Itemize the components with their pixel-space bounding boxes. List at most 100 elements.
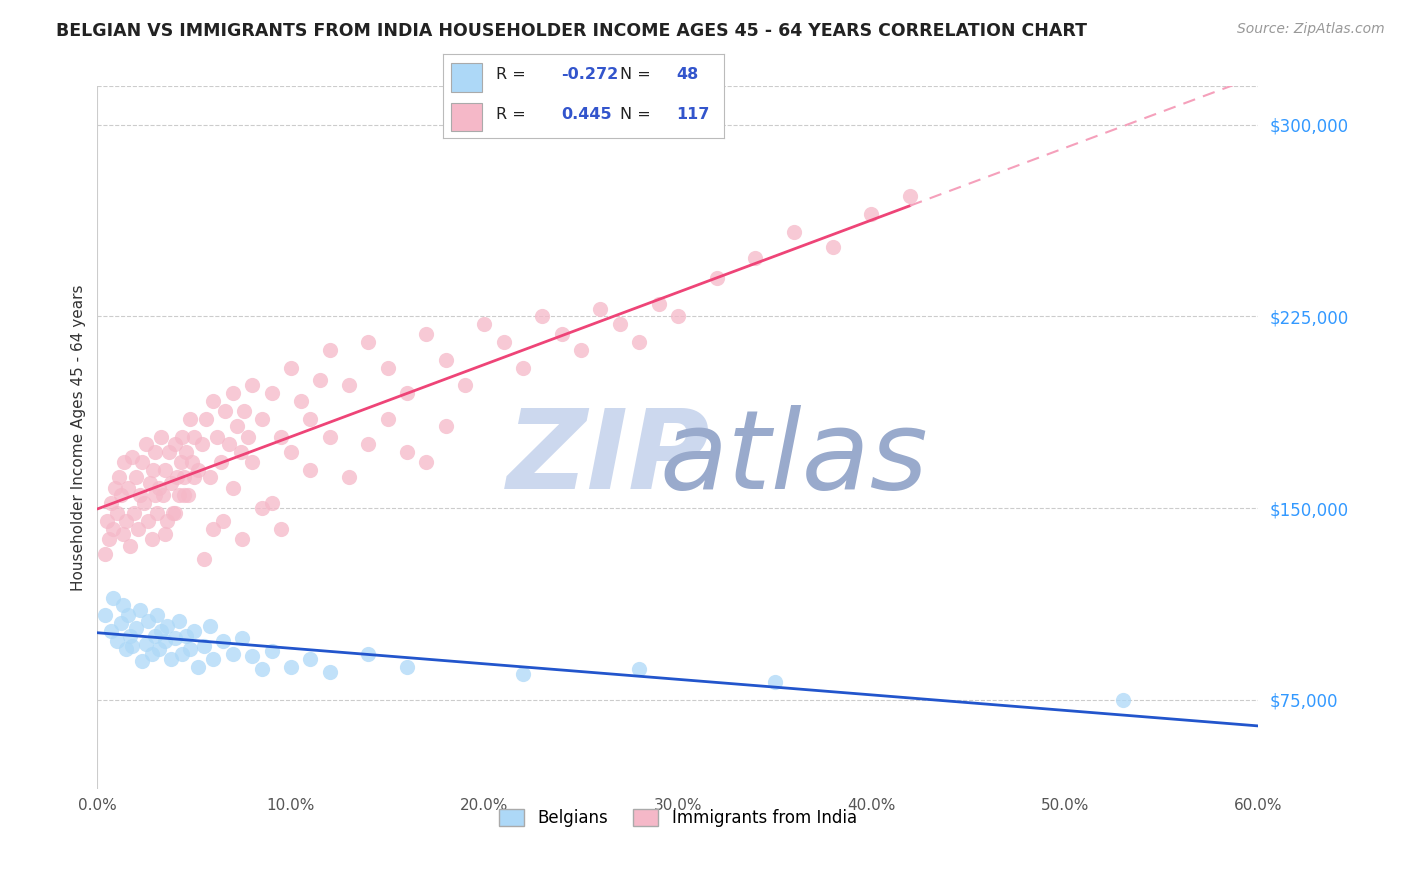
Point	[183, 470, 205, 484]
Legend: Belgians, Immigrants from India: Belgians, Immigrants from India	[492, 802, 863, 834]
Point	[395, 445, 418, 459]
Point	[110, 616, 132, 631]
Point	[233, 404, 256, 418]
FancyBboxPatch shape	[451, 62, 482, 92]
Point	[148, 641, 170, 656]
Point	[193, 552, 215, 566]
Point	[183, 429, 205, 443]
Point	[136, 514, 159, 528]
Point	[377, 360, 399, 375]
Point	[183, 624, 205, 638]
Point	[250, 662, 273, 676]
Point	[198, 618, 221, 632]
Point	[94, 547, 117, 561]
Point	[492, 334, 515, 349]
Point	[454, 378, 477, 392]
Point	[250, 411, 273, 425]
Point	[146, 506, 169, 520]
Point	[166, 470, 188, 484]
Point	[898, 189, 921, 203]
Point	[187, 463, 209, 477]
Point	[512, 360, 534, 375]
Point	[135, 437, 157, 451]
Point	[145, 629, 167, 643]
Point	[337, 378, 360, 392]
Point	[231, 532, 253, 546]
Point	[260, 644, 283, 658]
Point	[153, 634, 176, 648]
Point	[176, 629, 198, 643]
Point	[209, 455, 232, 469]
Point	[357, 647, 380, 661]
Point	[231, 632, 253, 646]
Point	[129, 488, 152, 502]
Point	[153, 463, 176, 477]
Point	[150, 624, 173, 638]
Point	[157, 445, 180, 459]
Point	[198, 470, 221, 484]
Point	[551, 327, 574, 342]
Point	[250, 501, 273, 516]
Point	[97, 532, 120, 546]
Point	[125, 621, 148, 635]
Point	[136, 614, 159, 628]
Point	[94, 608, 117, 623]
Point	[101, 591, 124, 605]
Point	[132, 496, 155, 510]
Point	[299, 652, 322, 666]
Point	[177, 488, 200, 502]
Point	[628, 334, 651, 349]
Point	[229, 445, 252, 459]
Point	[127, 522, 149, 536]
Point	[238, 429, 260, 443]
Point	[647, 296, 669, 310]
Point	[176, 445, 198, 459]
Text: 48: 48	[676, 67, 699, 82]
Point	[163, 632, 186, 646]
Text: N =: N =	[620, 67, 657, 82]
Point	[240, 455, 263, 469]
Point	[120, 629, 142, 643]
Point	[240, 649, 263, 664]
Point	[167, 614, 190, 628]
Point	[309, 373, 332, 387]
Point	[222, 386, 245, 401]
Point	[290, 393, 312, 408]
Point	[821, 240, 844, 254]
Point	[474, 317, 496, 331]
Point	[169, 455, 191, 469]
Point	[104, 481, 127, 495]
Point	[181, 455, 204, 469]
Point	[135, 636, 157, 650]
Point	[860, 207, 883, 221]
Point	[105, 634, 128, 648]
Point	[173, 488, 195, 502]
Point	[142, 463, 165, 477]
Point	[187, 659, 209, 673]
Point	[377, 411, 399, 425]
Point	[299, 463, 322, 477]
Point	[318, 343, 340, 357]
Point	[138, 475, 160, 490]
Point	[163, 437, 186, 451]
Point	[100, 496, 122, 510]
Point	[202, 522, 225, 536]
Point	[179, 641, 201, 656]
Text: 117: 117	[676, 107, 710, 122]
Point	[395, 659, 418, 673]
Text: 0.445: 0.445	[561, 107, 612, 122]
Point	[146, 608, 169, 623]
Point	[214, 404, 236, 418]
Text: atlas: atlas	[659, 405, 928, 512]
Point	[172, 429, 194, 443]
Point	[96, 514, 118, 528]
Point	[115, 641, 138, 656]
Point	[512, 667, 534, 681]
Point	[131, 455, 153, 469]
Text: N =: N =	[620, 107, 657, 122]
Text: -0.272: -0.272	[561, 67, 619, 82]
Point	[434, 352, 457, 367]
Point	[783, 225, 806, 239]
Point	[299, 411, 322, 425]
Point	[337, 470, 360, 484]
